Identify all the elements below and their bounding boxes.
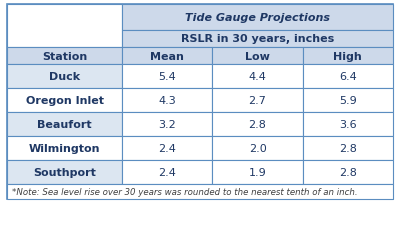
Bar: [212, 89, 303, 112]
Bar: [122, 89, 212, 112]
Bar: [212, 112, 303, 136]
Text: Low: Low: [245, 51, 270, 61]
Bar: [122, 5, 393, 31]
Bar: [7, 48, 122, 65]
Bar: [7, 65, 122, 89]
Bar: [303, 136, 393, 160]
Text: Mean: Mean: [150, 51, 184, 61]
Bar: [7, 5, 393, 199]
Bar: [303, 65, 393, 89]
Text: Southport: Southport: [33, 167, 96, 177]
Text: 2.7: 2.7: [248, 96, 266, 106]
Text: Station: Station: [42, 51, 87, 61]
Text: Wilmington: Wilmington: [29, 143, 100, 153]
Bar: [122, 48, 212, 65]
Text: Tide Gauge Projections: Tide Gauge Projections: [185, 13, 330, 23]
Bar: [303, 160, 393, 184]
Text: 2.8: 2.8: [339, 167, 357, 177]
Bar: [212, 65, 303, 89]
Text: 1.9: 1.9: [249, 167, 266, 177]
Text: 5.9: 5.9: [339, 96, 357, 106]
Bar: [122, 65, 212, 89]
Text: 3.2: 3.2: [158, 119, 176, 129]
Text: Beaufort: Beaufort: [37, 119, 92, 129]
Text: 5.4: 5.4: [158, 72, 176, 82]
Bar: [303, 112, 393, 136]
Bar: [122, 31, 393, 48]
Text: 2.8: 2.8: [339, 143, 357, 153]
Text: Oregon Inlet: Oregon Inlet: [26, 96, 104, 106]
Bar: [7, 184, 393, 199]
Bar: [303, 89, 393, 112]
Text: RSLR in 30 years, inches: RSLR in 30 years, inches: [181, 34, 334, 44]
Bar: [7, 5, 122, 48]
Bar: [212, 160, 303, 184]
Text: 2.4: 2.4: [158, 167, 176, 177]
Bar: [212, 136, 303, 160]
Text: 3.6: 3.6: [339, 119, 357, 129]
Bar: [7, 136, 122, 160]
Text: 4.4: 4.4: [248, 72, 266, 82]
Text: 2.8: 2.8: [248, 119, 266, 129]
Bar: [7, 112, 122, 136]
Bar: [212, 48, 303, 65]
Text: High: High: [334, 51, 362, 61]
Bar: [122, 160, 212, 184]
Bar: [7, 89, 122, 112]
Text: 2.0: 2.0: [249, 143, 266, 153]
Text: *Note: Sea level rise over 30 years was rounded to the nearest tenth of an inch.: *Note: Sea level rise over 30 years was …: [12, 187, 358, 196]
Bar: [303, 48, 393, 65]
Text: 6.4: 6.4: [339, 72, 357, 82]
Text: Duck: Duck: [49, 72, 80, 82]
Bar: [122, 112, 212, 136]
Text: 4.3: 4.3: [158, 96, 176, 106]
Bar: [122, 136, 212, 160]
Bar: [7, 160, 122, 184]
Text: 2.4: 2.4: [158, 143, 176, 153]
